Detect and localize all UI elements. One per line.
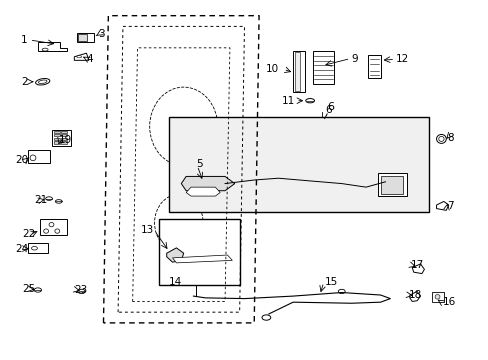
Bar <box>28 243 47 253</box>
Bar <box>61 134 67 136</box>
Text: 25: 25 <box>22 284 35 294</box>
Ellipse shape <box>36 78 50 85</box>
Bar <box>54 131 60 133</box>
Text: 1: 1 <box>21 35 27 45</box>
Bar <box>380 176 402 194</box>
Polygon shape <box>38 42 67 51</box>
Ellipse shape <box>77 56 81 58</box>
Polygon shape <box>409 292 420 301</box>
Polygon shape <box>172 255 232 263</box>
Bar <box>28 150 50 163</box>
Text: 17: 17 <box>410 260 423 270</box>
Text: 4: 4 <box>86 54 93 64</box>
Text: 9: 9 <box>351 54 357 64</box>
Bar <box>61 141 67 144</box>
Text: 16: 16 <box>442 297 455 307</box>
Text: 19: 19 <box>59 135 72 145</box>
Text: 8: 8 <box>447 133 453 143</box>
Text: 7: 7 <box>447 201 453 211</box>
Ellipse shape <box>55 200 62 203</box>
Text: 3: 3 <box>99 29 105 39</box>
Ellipse shape <box>49 222 54 227</box>
Text: 24: 24 <box>15 244 28 253</box>
Bar <box>377 173 407 196</box>
Bar <box>292 51 305 93</box>
Text: 2: 2 <box>21 77 27 87</box>
Bar <box>312 51 334 84</box>
Bar <box>431 292 443 302</box>
Text: 6: 6 <box>326 102 333 112</box>
Bar <box>40 219 67 235</box>
Text: 21: 21 <box>34 195 48 205</box>
Ellipse shape <box>42 48 48 51</box>
Text: 14: 14 <box>169 277 182 287</box>
Text: 6: 6 <box>325 105 331 115</box>
Ellipse shape <box>338 289 345 294</box>
Ellipse shape <box>262 315 270 320</box>
Ellipse shape <box>78 289 85 294</box>
Polygon shape <box>181 176 234 191</box>
Ellipse shape <box>434 294 439 299</box>
Text: 11: 11 <box>282 96 295 106</box>
Polygon shape <box>74 53 89 60</box>
Bar <box>61 138 67 140</box>
Ellipse shape <box>43 229 48 233</box>
Polygon shape <box>436 202 448 210</box>
Bar <box>54 141 60 144</box>
Text: 10: 10 <box>265 64 278 74</box>
Text: 5: 5 <box>196 159 202 169</box>
Ellipse shape <box>45 197 52 201</box>
Ellipse shape <box>55 229 60 233</box>
Ellipse shape <box>39 80 47 84</box>
Bar <box>78 34 87 41</box>
Text: 13: 13 <box>141 225 154 235</box>
Text: 15: 15 <box>324 277 337 287</box>
Bar <box>294 53 300 91</box>
Bar <box>169 117 428 212</box>
Bar <box>368 55 380 78</box>
Polygon shape <box>166 248 183 262</box>
Ellipse shape <box>30 155 36 161</box>
Bar <box>54 134 60 136</box>
Polygon shape <box>411 264 424 274</box>
Text: 20: 20 <box>15 156 28 165</box>
Text: 23: 23 <box>74 285 87 295</box>
Bar <box>54 138 60 140</box>
Bar <box>61 131 67 133</box>
Ellipse shape <box>31 247 37 250</box>
Ellipse shape <box>34 288 41 292</box>
Bar <box>159 219 239 285</box>
Text: 12: 12 <box>395 54 408 64</box>
Text: 18: 18 <box>407 290 421 300</box>
Ellipse shape <box>305 99 314 103</box>
Text: 22: 22 <box>22 229 35 239</box>
Polygon shape <box>186 187 220 196</box>
Ellipse shape <box>438 136 443 141</box>
Ellipse shape <box>436 134 446 143</box>
Bar <box>52 130 71 146</box>
FancyBboxPatch shape <box>77 33 94 42</box>
